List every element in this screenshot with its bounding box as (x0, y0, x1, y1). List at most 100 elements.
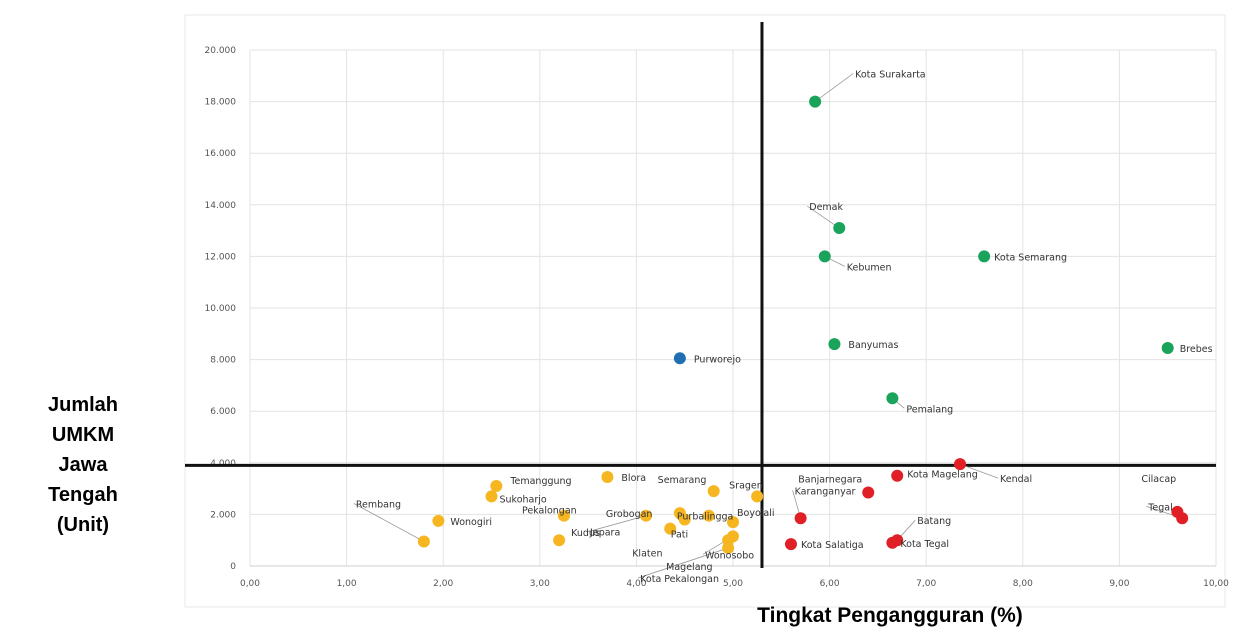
data-point (640, 509, 653, 522)
y-axis-title: Jumlah UMKM Jawa Tengah (Unit) (28, 390, 138, 540)
y-axis-title-line: UMKM (51, 424, 115, 446)
y-tick-label: 4.000 (210, 459, 236, 469)
y-tick-label: 6.000 (210, 407, 236, 417)
point-label: Magelang (666, 562, 712, 573)
data-point (557, 509, 570, 522)
x-tick-label: 6,00 (820, 579, 840, 589)
plot-area (184, 14, 1226, 608)
data-point (978, 250, 991, 263)
point-label: Kendal (1000, 474, 1032, 485)
grid-lines (249, 49, 1217, 567)
data-points (417, 95, 1189, 554)
point-labels: Kota Surakarta Demak Kebumen Kota Semarang B… (356, 70, 1213, 585)
point-label: Sragen (729, 480, 763, 491)
y-tick-label: 2.000 (210, 510, 236, 520)
y-tick-label: 12.000 (205, 252, 237, 262)
data-point (954, 458, 967, 471)
data-point (553, 534, 566, 547)
data-point (891, 534, 904, 547)
point-label: Kota Semarang (994, 252, 1067, 263)
y-tick-label: 18.000 (205, 98, 237, 108)
point-label: Semarang (658, 475, 707, 486)
y-tick-label: 0 (230, 562, 236, 572)
point-label: Tegal (1147, 502, 1173, 513)
point-label: Wonosobo (705, 550, 754, 561)
point-label: Temanggung (509, 476, 571, 487)
y-axis-title-line: Jawa (58, 454, 108, 476)
y-axis-title-line: (Unit) (56, 514, 110, 536)
point-label: Karanganyar (795, 486, 856, 497)
point-label: Jepara (589, 528, 620, 539)
y-tick-label: 20.000 (205, 46, 237, 56)
point-label: Pemalang (906, 404, 953, 415)
leader-line (353, 503, 425, 542)
point-label: Banyumas (848, 340, 898, 351)
data-point (886, 392, 899, 405)
x-tick-label: 1,00 (337, 579, 357, 589)
leader-line (807, 205, 840, 229)
data-point (784, 538, 797, 551)
point-label: Kudus (571, 528, 600, 539)
data-point (432, 514, 445, 527)
point-label: Grobogan (606, 509, 653, 520)
x-tick-label: 8,00 (1013, 579, 1033, 589)
data-point (1161, 341, 1174, 354)
x-tick-label: 5,00 (723, 579, 743, 589)
point-label: Kota Pekalongan (640, 574, 719, 585)
point-label: Sukoharjo (500, 494, 547, 505)
y-tick-label: 16.000 (205, 149, 237, 159)
point-label: Kota Salatiga (801, 540, 864, 551)
data-point (702, 509, 715, 522)
y-tick-label: 14.000 (205, 201, 237, 211)
point-label: Kota Surakarta (855, 70, 926, 81)
data-point (678, 513, 691, 526)
x-tick-label: 0,00 (240, 579, 260, 589)
data-point (809, 95, 822, 108)
data-point (485, 490, 498, 503)
data-point (707, 485, 720, 498)
point-label: Cilacap (1141, 474, 1176, 485)
x-tick-label: 7,00 (916, 579, 936, 589)
x-tick-label: 9,00 (1109, 579, 1129, 589)
point-label: Blora (621, 473, 646, 484)
data-point (601, 470, 614, 483)
data-point (727, 530, 739, 543)
point-label: Wonogiri (450, 517, 492, 528)
data-point (722, 541, 735, 554)
x-tick-label: 4,00 (626, 579, 646, 589)
x-tick-label: 10,00 (1203, 579, 1229, 589)
leader-line (814, 73, 854, 102)
point-label: Rembang (356, 499, 401, 510)
y-tick-label: 10.000 (205, 304, 237, 314)
x-tick-label: 2,00 (433, 579, 453, 589)
point-label: Banjarnegara (798, 474, 862, 485)
data-point (862, 486, 875, 499)
y-axis-title-line: Jumlah (47, 394, 119, 416)
data-point (673, 352, 686, 365)
point-label: Kota Magelang (907, 470, 978, 481)
data-point (818, 250, 831, 263)
data-point (1176, 512, 1189, 525)
axis-ticks: 0 2.000 4.000 6.000 8.000 10.000 12.000 14.000 1… (205, 46, 1230, 589)
x-tick-label: 3,00 (530, 579, 550, 589)
y-axis-title-line: Tengah (48, 484, 118, 506)
leader-line (638, 547, 729, 579)
leader-line (587, 515, 647, 533)
leader-line (959, 463, 999, 479)
data-point (417, 535, 430, 548)
data-point (490, 480, 503, 493)
point-label: Brebes (1180, 344, 1213, 355)
reference-lines (185, 22, 1216, 568)
point-label: Pati (671, 530, 689, 541)
point-label: Boyolali (737, 508, 775, 519)
y-tick-label: 8.000 (210, 356, 236, 366)
data-point (727, 516, 739, 529)
point-label: Kota Tegal (900, 539, 949, 550)
data-point (828, 338, 841, 351)
x-axis-title: Tingkat Pengangguran (%) (757, 604, 1023, 627)
point-label: Purbalingga (677, 512, 734, 523)
point-label: Pekalongan (522, 506, 577, 517)
data-point (891, 469, 904, 482)
point-label: Batang (917, 516, 951, 527)
